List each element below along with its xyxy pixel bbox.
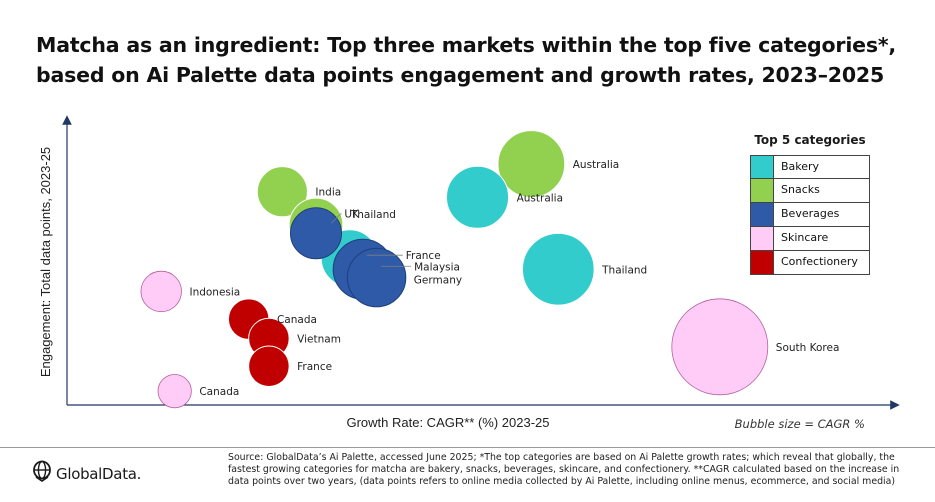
bubble-label-snacks-india: India [315, 187, 341, 199]
bubble-label-snacks-thailand: Thailand [350, 209, 396, 221]
y-axis-label: Engagement: Total data points, 2023-25 [38, 147, 53, 377]
chart-title-line-2: based on Ai Palette data points engageme… [36, 63, 885, 87]
chart-title: Matcha as an ingredient: Top three marke… [36, 30, 916, 90]
legend-swatch [751, 251, 774, 274]
legend-swatch [751, 179, 774, 202]
bubble-confectionery-france [248, 345, 290, 387]
label-leader-line [331, 212, 342, 224]
source-note: Source: GlobalData’s Ai Palette, accesse… [228, 452, 900, 487]
legend-item-confectionery: Confectionery [750, 251, 870, 275]
legend-label: Beverages [781, 207, 840, 220]
bubble-label-bakery-france: France [406, 250, 441, 262]
bubble-label-skincare-canada: Canada [199, 386, 239, 398]
chart-title-line-1: Matcha as an ingredient: Top three marke… [36, 33, 896, 57]
legend-label: Snacks [781, 183, 820, 196]
bubble-label-skincare-south-korea: South Korea [776, 342, 840, 354]
legend-swatch [751, 227, 774, 250]
legend: Top 5 categories Bakery Snacks Beverages Sk… [750, 132, 870, 275]
bubble-beverages-germany [346, 247, 407, 308]
legend-item-skincare: Skincare [750, 227, 870, 251]
chart-bubbles [140, 130, 769, 409]
bubble-label-beverages-malaysia: Malaysia [414, 261, 460, 273]
bubble-label-beverages-uk: UK [344, 208, 360, 220]
bubble-label-confectionery-france: France [297, 361, 332, 373]
x-axis-label: Growth Rate: CAGR** (%) 2023-25 [346, 415, 549, 430]
bubble-label-confectionery-canada: Canada [277, 314, 317, 326]
legend-item-beverages: Beverages [750, 203, 870, 227]
globaldata-logo-text: GlobalData. [56, 464, 142, 483]
bubble-chart: South Korea Indonesia Canada Australia India… [38, 115, 900, 430]
chart-axes [62, 115, 900, 410]
legend-label: Confectionery [781, 255, 858, 268]
bubble-bakery-thailand [521, 232, 595, 306]
bubble-bakery-australia [445, 165, 510, 229]
bubble-label-bakery-australia: Australia [517, 192, 563, 204]
legend-label: Skincare [781, 231, 829, 244]
legend-item-bakery: Bakery [750, 155, 870, 179]
legend-swatch [751, 156, 774, 178]
bubble-beverages-uk [289, 207, 343, 260]
legend-item-snacks: Snacks [750, 179, 870, 203]
bubble-label-skincare-indonesia: Indonesia [189, 286, 240, 298]
legend-rows: Bakery Snacks Beverages Skincare Confectione… [750, 155, 870, 275]
bubble-label-confectionery-vietnam: Vietnam [297, 334, 341, 346]
bubble-snacks-india [256, 166, 308, 218]
globaldata-globe-icon [32, 460, 52, 487]
bubble-skincare-south-korea [671, 298, 769, 396]
globaldata-logo: GlobalData. [32, 460, 141, 487]
bubble-skincare-canada [157, 374, 192, 409]
bubble-label-bakery-thailand: Thailand [601, 264, 647, 276]
bubble-label-snacks-australia: Australia [573, 159, 619, 171]
legend-label: Bakery [781, 160, 820, 173]
chart-bubble-labels: South Korea Indonesia Canada Australia India… [189, 159, 839, 398]
legend-title: Top 5 categories [754, 133, 866, 147]
bubble-size-note: Bubble size = CAGR % [734, 417, 865, 431]
bubble-skincare-indonesia [140, 270, 182, 313]
footer-divider [0, 447, 935, 448]
bubble-snacks-australia [497, 130, 566, 198]
bubble-label-beverages-germany: Germany [414, 275, 462, 287]
legend-swatch [751, 203, 774, 226]
